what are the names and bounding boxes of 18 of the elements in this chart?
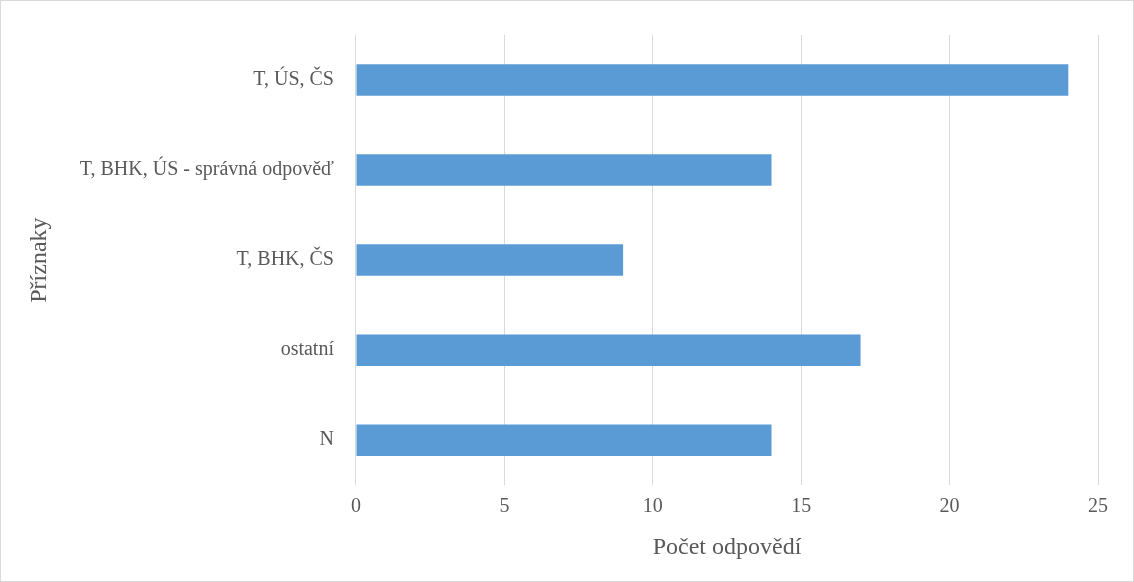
x-tick-label: 5 [499, 494, 510, 517]
bar [356, 244, 624, 276]
bar [356, 64, 1069, 96]
x-tick-label: 10 [642, 494, 663, 517]
x-tick-label: 15 [791, 494, 812, 517]
y-tick-label: ostatní [280, 337, 335, 360]
x-axis-title: Počet odpovědí [652, 532, 802, 559]
y-tick-label: T, BHK, ČS [236, 246, 334, 270]
y-tick-label: T, ÚS, ČS [253, 66, 334, 90]
y-tick-label: T, BHK, ÚS - správná odpověď [79, 156, 335, 181]
x-tick-label: 0 [350, 494, 361, 517]
y-axis-title: Příznaky [24, 217, 51, 303]
x-tick-label: 20 [939, 494, 960, 517]
bar [356, 424, 772, 456]
bar [356, 334, 861, 366]
bar [356, 154, 772, 186]
y-tick-label: N [319, 427, 334, 450]
x-tick-label: 25 [1088, 494, 1108, 517]
